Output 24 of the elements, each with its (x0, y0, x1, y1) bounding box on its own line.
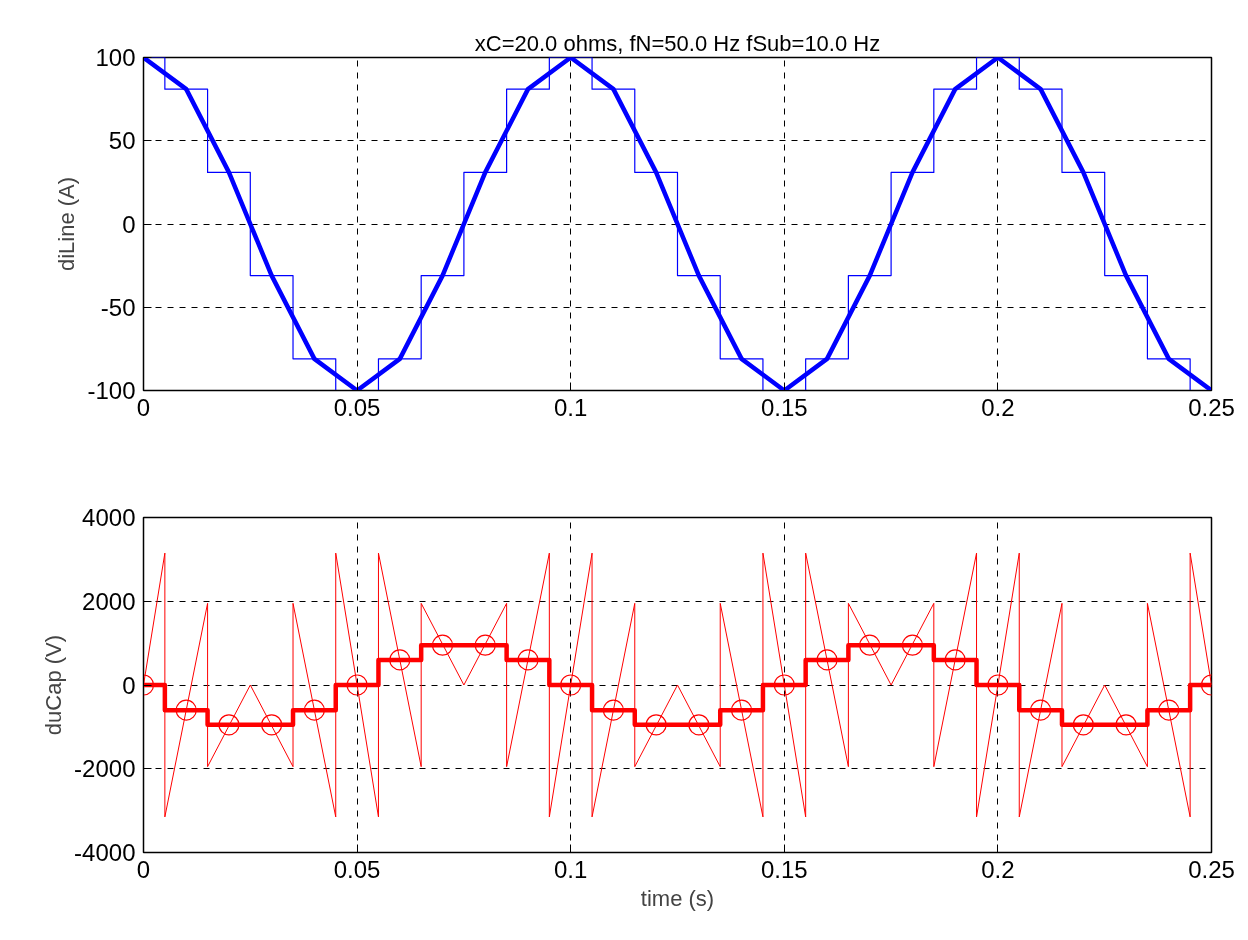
x-tick-label: 0.05 (333, 393, 381, 421)
y-tick-label: 50 (108, 127, 136, 155)
x-tick-label: 0.2 (981, 393, 1015, 421)
y-tick-label: 0 (122, 210, 136, 238)
y-tick-label: 2000 (82, 587, 136, 615)
x-tick-label: 0.1 (554, 393, 588, 421)
y-tick-label: -2000 (74, 755, 136, 783)
x-tick-label: 0.25 (1188, 393, 1235, 421)
y-tick-label: -4000 (74, 839, 136, 866)
y-axis-title: duCap (V) (41, 634, 67, 736)
y-tick-label: 100 (95, 44, 136, 71)
x-tick-label: 0.2 (981, 855, 1015, 883)
chart-title: xC=20.0 ohms, fN=50.0 Hz fSub=10.0 Hz (474, 30, 881, 56)
x-tick-label: 0.05 (333, 855, 381, 883)
y-tick-label: -100 (87, 377, 136, 404)
y-axis-title: diLine (A) (54, 176, 80, 272)
y-tick-label: 4000 (82, 504, 136, 531)
x-tick-label: 0.25 (1188, 855, 1235, 883)
x-tick-label: 0.1 (554, 855, 588, 883)
y-tick-label: 0 (122, 671, 136, 699)
x-axis-title: time (s) (640, 885, 715, 911)
x-tick-label: 0.15 (760, 393, 808, 421)
y-tick-label: -50 (100, 293, 136, 321)
x-tick-label: 0.15 (760, 855, 808, 883)
